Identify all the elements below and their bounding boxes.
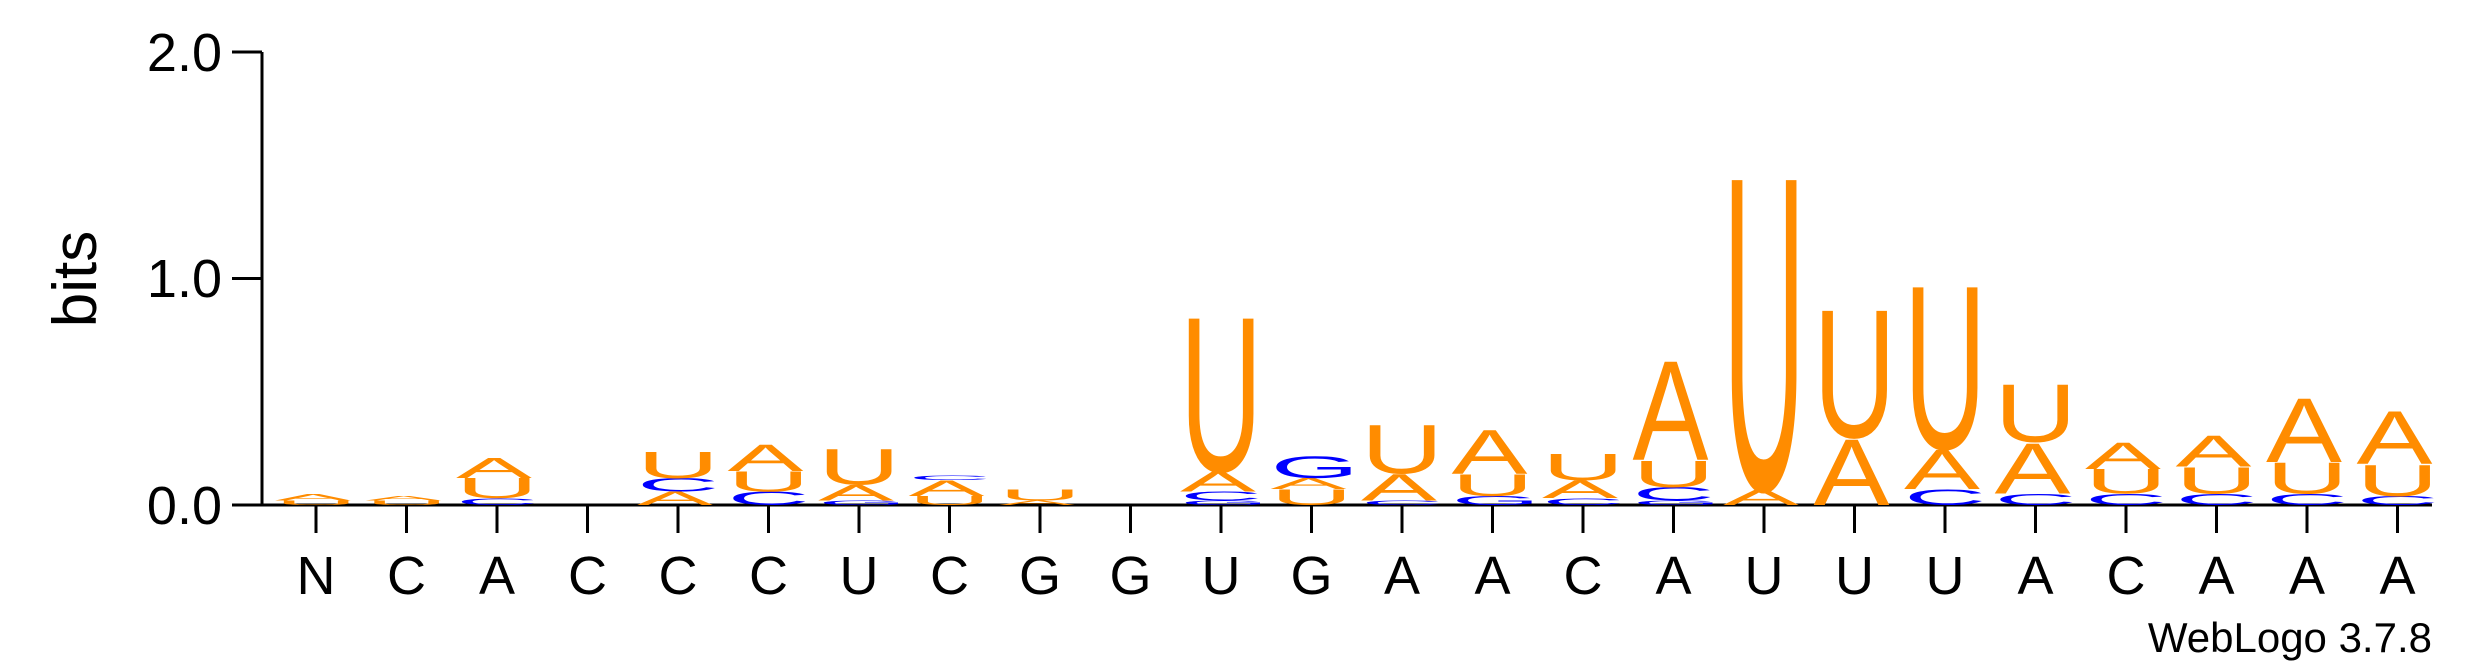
x-tick-label: G (1290, 546, 1332, 606)
logo-letter-C: C (728, 488, 810, 509)
x-tick-label: C (568, 546, 607, 606)
logo-letter-A: A (2266, 379, 2342, 482)
x-tick-label: U (1926, 546, 1965, 606)
logo-letter-U: U (818, 439, 900, 496)
logo-letter-C: C (1542, 497, 1624, 508)
x-tick-label: C (749, 546, 788, 606)
x-tick-label: C (659, 546, 698, 606)
x-tick-label: A (1655, 546, 1691, 606)
logo-letter-C: C (1633, 483, 1715, 504)
x-tick-label: A (1384, 546, 1420, 606)
x-tick-label: G (1019, 546, 1061, 606)
logo-letter-C: C (1904, 485, 1986, 510)
x-tick-label: C (930, 546, 969, 606)
logo-letter-C: C (1995, 491, 2077, 509)
logo-letter-G: G (1271, 449, 1360, 485)
logo-letter-C: C (2085, 491, 2167, 509)
logo-letter-U: U (999, 486, 1081, 504)
y-tick-label: 0.0 (147, 476, 222, 536)
logo-letter-U: U (1995, 368, 2077, 460)
x-tick-label: A (2198, 546, 2234, 606)
logo-letter-U: U (1814, 272, 1896, 476)
logo-letter-U: U (1723, 83, 1805, 585)
logo-letter-A: A (2176, 427, 2252, 476)
logo-letter-G: G (1633, 499, 1722, 506)
x-tick-label: U (1835, 546, 1874, 606)
weblogo-credit: WebLogo 3.7.8 (2148, 614, 2432, 661)
x-tick-label: A (479, 546, 515, 606)
logo-letter-A: A (275, 492, 351, 503)
logo-letter-U: U (909, 494, 991, 508)
logo-letter-C: C (637, 474, 719, 495)
logo-letter-U: U (2266, 454, 2348, 503)
x-tick-label: U (840, 546, 879, 606)
x-tick-label: G (1109, 546, 1151, 606)
logo-letter-C: C (909, 474, 991, 481)
logo-letter-C: C (2357, 494, 2439, 508)
y-tick-label: 1.0 (147, 249, 222, 309)
logo-letter-C: C (1361, 499, 1443, 506)
x-tick-label: A (2289, 546, 2325, 606)
logo-letter-U: U (456, 472, 538, 504)
logo-letter-A: A (1814, 420, 1890, 526)
logo-letter-U: U (1361, 411, 1443, 488)
logo-letter-A: A (2085, 434, 2161, 476)
y-tick-label: 2.0 (147, 23, 222, 83)
logo-letter-C: C (2176, 491, 2258, 509)
logo-letter-U: U (366, 499, 448, 506)
x-tick-label: N (297, 546, 336, 606)
logo-letter-A: A (1452, 416, 1529, 487)
logo-letter-A: A (1904, 438, 1980, 502)
logo-letter-U: U (1633, 452, 1715, 494)
logo-letter-A: A (1723, 485, 1799, 510)
logo-letter-A: A (999, 499, 1075, 506)
logo-letter-U: U (2085, 462, 2167, 501)
logo-letter-G: G (818, 499, 907, 506)
logo-letter-A: A (1633, 332, 1709, 491)
x-tick-label: C (387, 546, 426, 606)
logo-letter-A: A (728, 437, 804, 479)
logo-letter-U: U (2176, 459, 2258, 501)
logo-letter-G: G (1452, 494, 1541, 508)
logo-letter-U: U (1271, 485, 1353, 510)
logo-letter-U: U (1904, 237, 1986, 499)
logo-letter-U: U (1180, 272, 1262, 518)
x-tick-label: C (2107, 546, 2146, 606)
y-axis: 0.0 1.0 2.0 bits (41, 23, 264, 536)
logo-letter-U: U (637, 443, 719, 485)
x-tick-label: U (1745, 546, 1784, 606)
logo-letter-A: A (366, 495, 442, 502)
x-tick-label: A (1474, 546, 1510, 606)
logo-letter-A: A (2357, 395, 2433, 481)
logo-letter-G: G (1180, 499, 1269, 506)
logo-letter-A: A (456, 452, 533, 484)
logo-letter-C: C (2266, 491, 2348, 509)
logo-letter-C: C (456, 497, 538, 508)
logo-letter-A: A (1271, 475, 1348, 493)
x-tick-label: A (2379, 546, 2415, 606)
x-tick-label: U (1202, 546, 1241, 606)
logo-letter-A: A (909, 476, 985, 501)
logo-letter-U: U (1452, 467, 1534, 503)
x-tick-label: C (1564, 546, 1603, 606)
x-tick-label: A (2017, 546, 2053, 606)
logo-letter-A: A (637, 488, 714, 509)
logo-letter-A: A (1542, 476, 1618, 504)
logo-letter-A: A (1995, 428, 2071, 509)
logo-letter-U: U (728, 466, 810, 498)
y-axis-label: bits (41, 231, 110, 327)
logo-letter-U: U (1542, 446, 1624, 488)
logo-letter-U: U (2357, 456, 2439, 505)
logo-letter-A: A (1361, 466, 1437, 508)
logo-letter-C: C (1180, 489, 1262, 503)
logo-letter-U: U (275, 499, 357, 506)
logo-letter-A: A (1180, 466, 1257, 498)
logo-letter-A: A (818, 481, 894, 506)
